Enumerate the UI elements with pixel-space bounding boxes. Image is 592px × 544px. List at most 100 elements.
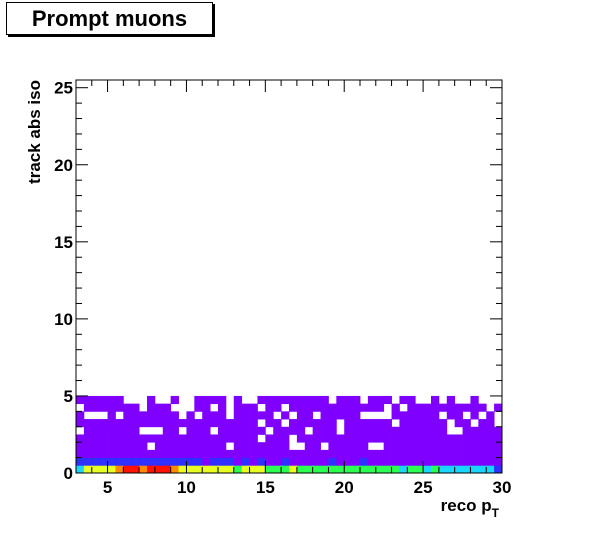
heatmap-cell	[147, 419, 156, 428]
heatmap-cell	[344, 442, 353, 451]
heatmap-cell	[383, 434, 392, 443]
tick-label: 30	[493, 478, 512, 497]
heatmap-cell	[162, 419, 172, 428]
heatmap-cell	[210, 465, 219, 474]
heatmap-cell	[344, 426, 353, 435]
heatmap-cell	[107, 403, 116, 412]
heatmap-cell	[367, 395, 377, 405]
heatmap-cell	[375, 426, 385, 435]
heatmap-cell	[107, 434, 116, 443]
heatmap-cell	[210, 442, 219, 451]
heatmap-cell	[99, 403, 108, 412]
heatmap-cell	[202, 419, 211, 428]
heatmap-cell	[367, 465, 377, 474]
heatmap-cell	[431, 449, 440, 458]
heatmap-cells	[76, 395, 503, 474]
heatmap-cell	[360, 449, 369, 458]
heatmap-cell	[336, 465, 345, 474]
heatmap-cell	[257, 442, 266, 451]
heatmap-cell	[336, 434, 345, 443]
heatmap-cell	[186, 411, 195, 420]
heatmap-cell	[352, 419, 361, 428]
heatmap-cell	[320, 395, 329, 405]
heatmap-cell	[107, 442, 116, 451]
heatmap-cell	[367, 403, 377, 412]
heatmap-cell	[241, 434, 250, 443]
heatmap-cell	[265, 434, 274, 443]
heatmap-cell	[375, 403, 385, 412]
heatmap-cell	[273, 395, 282, 405]
heatmap-cell	[265, 465, 274, 474]
heatmap-cell	[304, 434, 314, 443]
heatmap-cell	[431, 465, 440, 474]
heatmap-cell	[202, 434, 211, 443]
heatmap-cell	[478, 457, 487, 466]
heatmap-cell	[139, 411, 148, 420]
heatmap-cell	[431, 403, 440, 412]
heatmap-cell	[494, 465, 503, 474]
heatmap-cell	[486, 411, 495, 420]
heatmap-cell	[194, 449, 203, 458]
tick-label: 10	[54, 310, 73, 329]
heatmap-cell	[296, 403, 306, 412]
heatmap-cell	[399, 419, 408, 428]
heatmap-cell	[273, 426, 282, 435]
heatmap-cell	[249, 465, 258, 474]
heatmap-cell	[352, 465, 361, 474]
heatmap-cell	[431, 411, 440, 420]
heatmap-cell	[273, 465, 282, 474]
heatmap-cell	[83, 434, 93, 443]
heatmap-cell	[320, 434, 329, 443]
heatmap-cell	[462, 419, 471, 428]
heatmap-cell	[399, 457, 408, 466]
heatmap-cell	[344, 449, 353, 458]
heatmap-cell	[383, 457, 392, 466]
heatmap-cell	[415, 465, 424, 474]
heatmap-cell	[391, 434, 400, 443]
heatmap-cell	[360, 465, 369, 474]
heatmap-cell	[139, 465, 148, 474]
heatmap-cell	[218, 426, 227, 435]
heatmap-cell	[194, 465, 203, 474]
heatmap-cell	[233, 411, 243, 420]
heatmap-cell	[265, 449, 274, 458]
heatmap-cell	[123, 465, 132, 474]
heatmap-cell	[178, 442, 187, 451]
heatmap-cell	[454, 449, 463, 458]
heatmap-cell	[202, 449, 211, 458]
heatmap-cell	[407, 403, 416, 412]
heatmap-cell	[415, 457, 424, 466]
heatmap-cell	[147, 465, 156, 474]
heatmap-cell	[446, 403, 456, 412]
heatmap-cell	[281, 434, 290, 443]
tick-label: 20	[335, 478, 354, 497]
heatmap-cell	[281, 457, 290, 466]
plot-frame	[75, 79, 503, 474]
heatmap-cell	[210, 457, 219, 466]
heatmap-cell	[494, 457, 503, 466]
heatmap-cell	[99, 465, 108, 474]
heatmap-cell	[336, 411, 345, 420]
heatmap-cell	[257, 465, 266, 474]
heatmap-cell	[265, 411, 274, 420]
heatmap-cell	[304, 442, 314, 451]
heatmap-cell	[162, 426, 172, 435]
heatmap-cell	[367, 419, 377, 428]
heatmap-cell	[446, 411, 456, 420]
heatmap-cell	[304, 457, 314, 466]
heatmap-cell	[139, 449, 148, 458]
heatmap-cell	[249, 434, 258, 443]
heatmap-cell	[304, 465, 314, 474]
heatmap-cell	[281, 442, 290, 451]
heatmap-cell	[170, 449, 179, 458]
tick-label: 15	[54, 233, 73, 252]
heatmap-cell	[383, 395, 392, 405]
heatmap-cell	[391, 403, 400, 412]
heatmap-cell	[438, 442, 448, 451]
heatmap-cell	[296, 419, 306, 428]
heatmap-cell	[391, 457, 400, 466]
heatmap-cell	[202, 442, 211, 451]
heatmap-cell	[115, 419, 124, 428]
tick-label: 25	[414, 478, 433, 497]
